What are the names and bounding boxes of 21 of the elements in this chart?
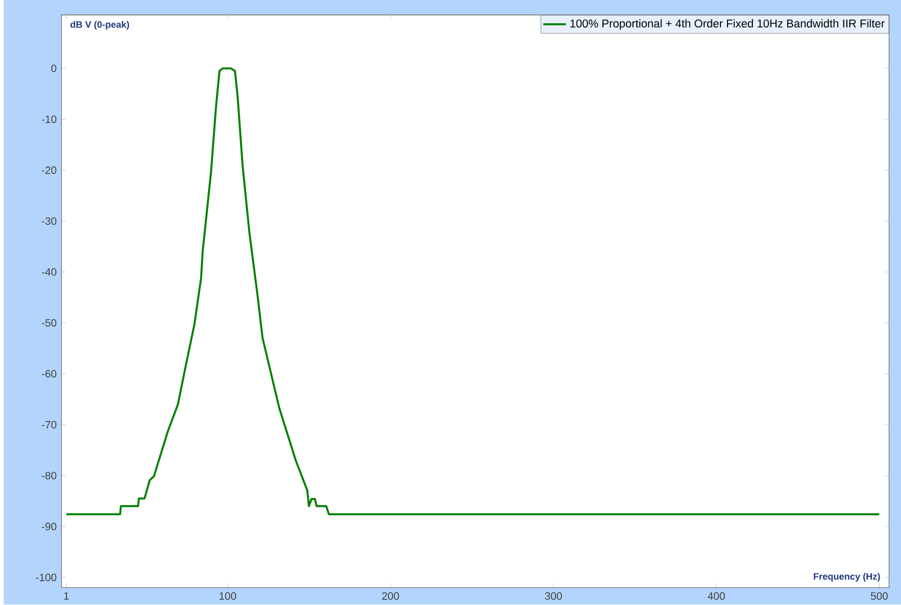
y-tick-label: -30 bbox=[42, 218, 56, 226]
y-tick-label: 0 bbox=[51, 64, 56, 72]
y-tick-label: -50 bbox=[42, 319, 56, 327]
y-axis-title: dB V (0-peak) bbox=[70, 21, 130, 30]
x-tick-label: 200 bbox=[382, 592, 399, 600]
legend-label: 100% Proportional + 4th Order Fixed 10Hz Bandwidth IIR Filter bbox=[570, 19, 885, 30]
x-tick-label: 400 bbox=[708, 592, 725, 600]
y-tick-label: -90 bbox=[42, 522, 56, 530]
line-series bbox=[65, 68, 880, 516]
x-tick-label: 300 bbox=[544, 592, 562, 600]
y-tick-label: -70 bbox=[42, 421, 56, 429]
y-tick-label: -80 bbox=[42, 472, 56, 480]
y-tick-label: -100 bbox=[36, 574, 56, 582]
y-tick-label: -60 bbox=[42, 370, 56, 378]
x-axis-title: Frequency (Hz) bbox=[814, 573, 880, 582]
x-tick-label: 500 bbox=[870, 592, 888, 600]
x-tick-label: 100 bbox=[220, 592, 236, 600]
y-tick-label: -10 bbox=[42, 116, 56, 124]
y-tick-label: -20 bbox=[42, 166, 56, 174]
x-tick-label: 1 bbox=[64, 592, 69, 600]
y-tick-label: -40 bbox=[42, 268, 56, 276]
